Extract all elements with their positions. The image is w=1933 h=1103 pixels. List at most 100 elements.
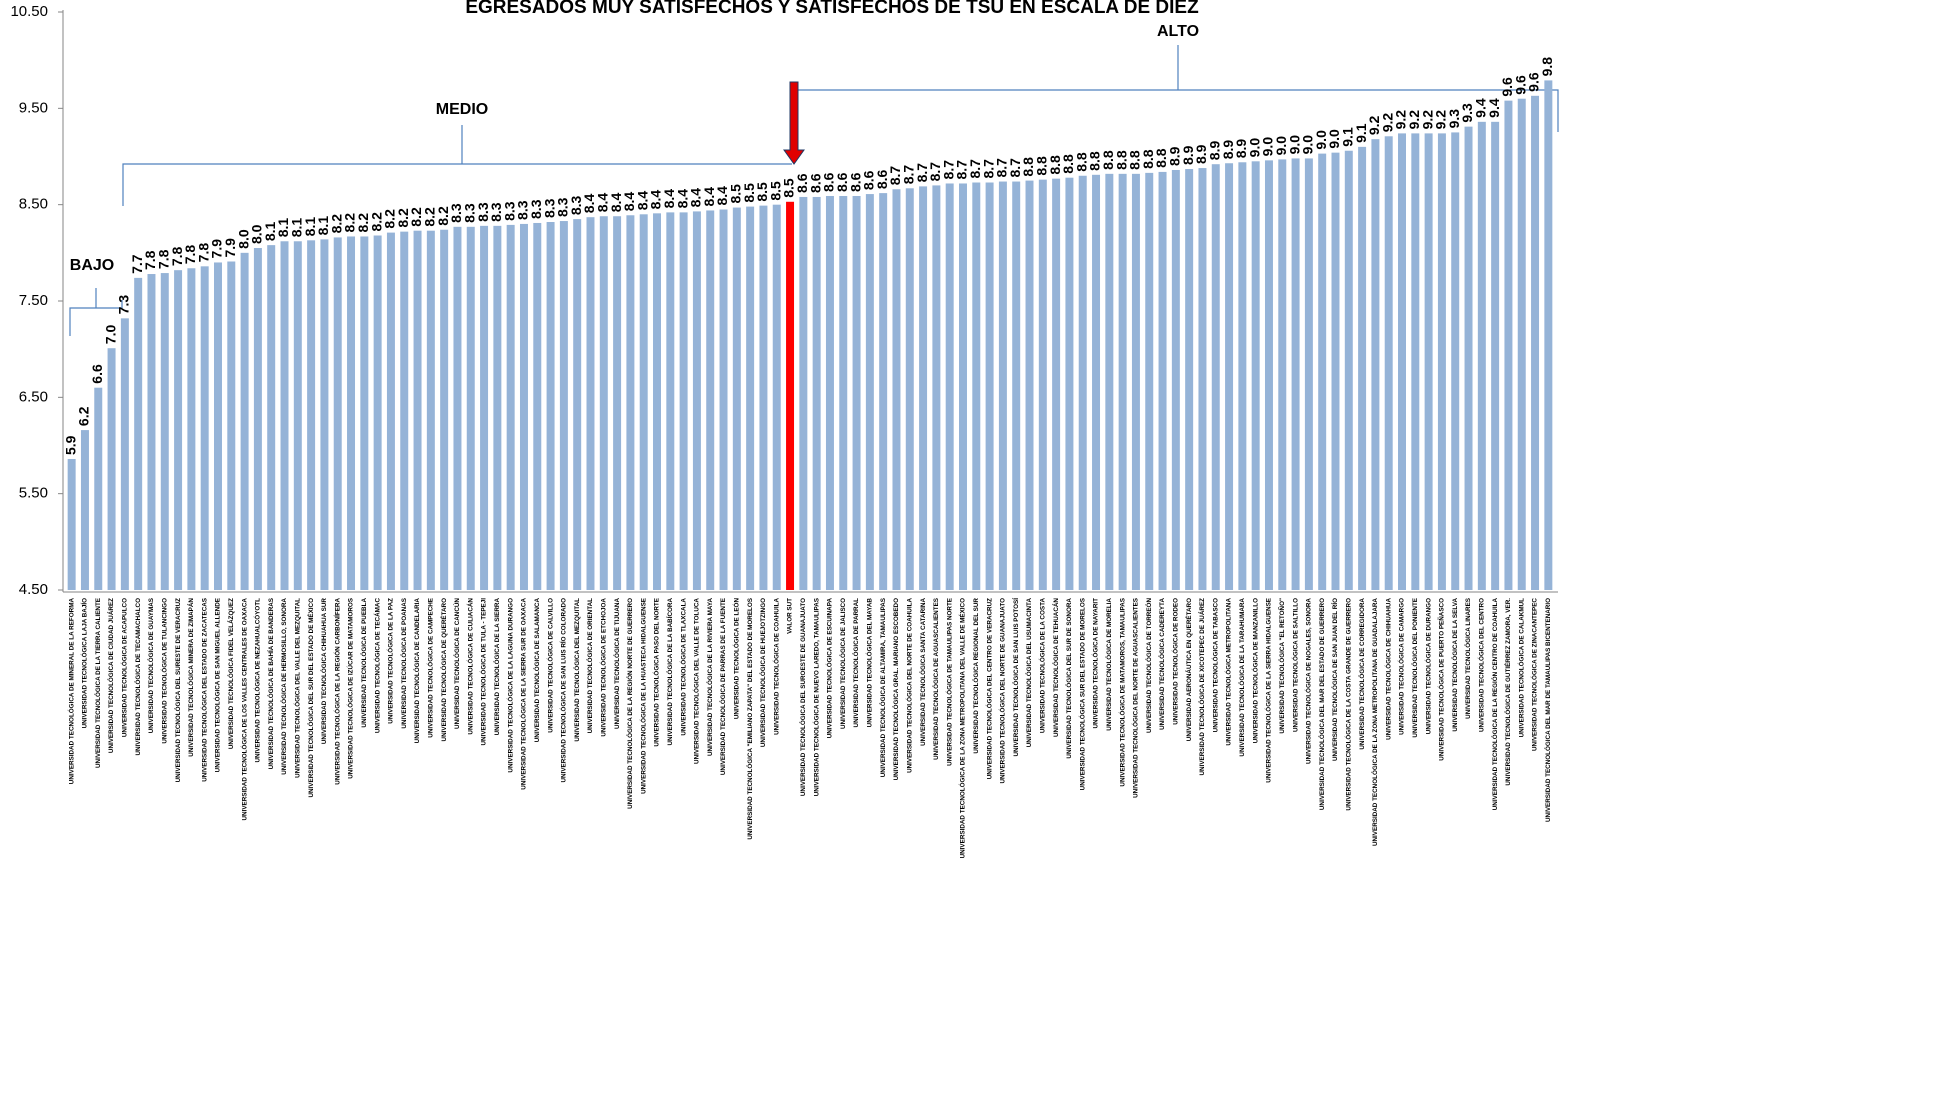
x-tick-label: UNIVERSIDAD TECNOLÓGICA DEL SURESTE DE V…	[173, 598, 182, 783]
x-tick-label: UNIVERSIDAD TECNOLÓGICA DE HERMOSILLO, S…	[279, 598, 288, 775]
value-label: 7.8	[182, 245, 198, 265]
x-tick-label: UNIVERSIDAD TECNOLÓGICA DE DURANGO	[1423, 598, 1432, 734]
value-label: 8.3	[555, 197, 571, 217]
bar	[919, 186, 928, 590]
bar	[1371, 139, 1380, 590]
bar	[333, 237, 342, 591]
x-tick-label: UNIVERSIDAD TECNOLÓGICA DE TULANCINGO	[159, 598, 168, 744]
x-tick-label: UNIVERSIDAD TECNOLÓGICA DEL MAR DEL ESTA…	[1317, 598, 1326, 810]
value-label: 8.7	[900, 165, 916, 185]
value-label: 8.9	[1167, 146, 1183, 166]
bar	[985, 182, 994, 590]
value-label: 8.2	[422, 207, 438, 227]
x-tick-label: UNIVERSIDAD TECNOLÓGICA DE GUTIÉRREZ ZAM…	[1503, 598, 1512, 786]
x-tick-label: UNIVERSIDAD TECNOLÓGICA DEL ESTADO DE ZA…	[199, 598, 208, 782]
bar	[80, 430, 89, 590]
x-tick-label: UNIVERSIDAD TECNOLÓGICA DE LA SIERRA SUR…	[519, 598, 528, 790]
value-label: 8.8	[1047, 155, 1063, 175]
x-tick-label: UNIVERSIDAD TECNOLÓGICA DE TIJUANA	[612, 598, 621, 729]
bar	[533, 222, 542, 590]
value-label: 6.2	[76, 406, 92, 426]
bar	[759, 205, 768, 590]
value-label: 8.3	[501, 201, 517, 221]
x-tick-label: UNIVERSIDAD TECNOLÓGICA DE SAN LUIS POTO…	[1011, 598, 1020, 757]
bar	[293, 241, 302, 591]
value-label: 8.9	[1193, 144, 1209, 164]
value-label: 8.5	[767, 181, 783, 201]
x-tick-label: UNIVERSIDAD TECNOLÓGICA DE LA REGIÓN CEN…	[1490, 598, 1499, 811]
value-label: 8.6	[847, 172, 863, 192]
bar	[493, 225, 502, 591]
value-label: 8.8	[1060, 154, 1076, 174]
x-tick-label: UNIVERSIDAD TECNOLÓGICA FIDEL VELÁZQUEZ	[226, 598, 235, 749]
x-tick-label: UNIVERSIDAD TECNOLÓGICA DE LA COSTA GRAN…	[1343, 598, 1352, 811]
bar	[1291, 158, 1300, 590]
bar	[852, 195, 861, 590]
bar	[1437, 133, 1446, 590]
x-tick-label: UNIVERSIDAD TECNOLÓGICA DE XICOTEPEC DE …	[1197, 598, 1206, 776]
value-label: 8.2	[382, 209, 398, 229]
x-tick-label: UNIVERSIDAD TECNOLÓGICA DEL SUR DEL ESTA…	[306, 598, 315, 798]
x-tick-label: UNIVERSIDAD TECNOLÓGICA DEL NORTE DE GUA…	[998, 598, 1007, 784]
x-tick-label: UNIVERSIDAD TECNOLÓGICA LAJA BAJÍO	[80, 598, 89, 728]
value-label: 8.8	[1127, 150, 1143, 170]
bar	[360, 236, 369, 590]
bar	[453, 226, 462, 590]
x-tick-label: UNIVERSIDAD TECNOLÓGICA DE COAHUILA	[771, 598, 780, 735]
value-label: 8.3	[461, 203, 477, 223]
value-label: 8.4	[608, 193, 624, 213]
value-label: 8.3	[528, 199, 544, 219]
x-tick-label: UNIVERSIDAD TECNOLÓGICA DE QUERÉTARO	[439, 598, 448, 742]
value-label: 9.6	[1512, 75, 1528, 95]
bar	[959, 183, 967, 590]
bar	[1065, 177, 1074, 590]
medio-bracket	[122, 125, 792, 206]
value-label: 9.2	[1406, 110, 1422, 130]
x-tick-label: UNIVERSIDAD TECNOLÓGICA DE CORREGIDORA	[1357, 598, 1366, 750]
x-tick-label: UNIVERSIDAD TECNOLÓGICA DE ORIENTAL	[585, 598, 594, 734]
bar	[67, 458, 76, 590]
x-tick-label: UNIVERSIDAD TECNOLÓGICA DEL VALLE DE TOL…	[692, 598, 701, 764]
bar	[373, 235, 382, 590]
x-tick-label: UNIVERSIDAD TECNOLÓGICA DE LA COSTA	[1037, 598, 1046, 734]
value-label: 8.4	[701, 187, 717, 207]
value-label: 9.2	[1379, 113, 1395, 133]
value-label: 8.1	[275, 218, 291, 238]
value-label: 8.6	[861, 170, 877, 190]
value-label: 8.3	[488, 202, 504, 222]
value-label: 8.2	[395, 208, 411, 228]
x-tick-label: UNIVERSIDAD TECNOLÓGICA DEL CENTRO DE VE…	[984, 598, 993, 779]
bar	[799, 196, 808, 590]
x-tick-label: UNIVERSIDAD AERONÁUTICA EN QUERÉTARO	[1184, 598, 1193, 741]
x-tick-label: UNIVERSIDAD TECNOLÓGICA DE LA PAZ	[386, 598, 395, 724]
value-label: 9.0	[1326, 129, 1342, 149]
bar	[160, 273, 169, 590]
annotation: ALTO	[1157, 23, 1199, 40]
bar	[1171, 169, 1180, 590]
x-tick-label: UNIVERSIDAD TECNOLÓGICA DE NOGALES, SONO…	[1304, 598, 1313, 764]
x-tick-label: UNIVERSIDAD TECNOLÓGICA DE LA RIVIERA MA…	[705, 598, 714, 756]
x-tick-label: UNIVERSIDAD TECNOLÓGICA DE BAHÍA DE BAND…	[266, 598, 275, 769]
x-tick-label: UNIVERSIDAD TECNOLÓGICA DE TECAMACHALCO	[133, 598, 142, 756]
x-tick-label: UNIVERSIDAD TECNOLÓGICA DE ESCUINAPA	[825, 598, 834, 739]
value-label: 7.8	[142, 250, 158, 270]
x-tick-label: UNIVERSIDAD TECNOLÓGICA DE LA LAGUNA DUR…	[505, 598, 514, 773]
bar	[1078, 175, 1087, 590]
bar	[1424, 133, 1433, 590]
bar	[546, 222, 555, 591]
bar	[626, 215, 635, 590]
value-label: 9.3	[1459, 103, 1475, 123]
value-label: 9.0	[1286, 135, 1302, 155]
value-label: 9.0	[1246, 138, 1262, 158]
bar	[879, 193, 888, 590]
value-label: 8.2	[342, 213, 358, 233]
bar	[1185, 169, 1194, 591]
value-label: 9.4	[1473, 98, 1489, 118]
bar	[559, 221, 568, 590]
value-label: 8.2	[328, 214, 344, 234]
x-tick-label: UNIVERSIDAD TECNOLÓGICA "EMILIANO ZAPATA…	[745, 598, 754, 840]
bar	[1398, 133, 1406, 590]
value-label: 8.8	[1153, 148, 1169, 168]
value-label: 8.1	[289, 218, 305, 238]
